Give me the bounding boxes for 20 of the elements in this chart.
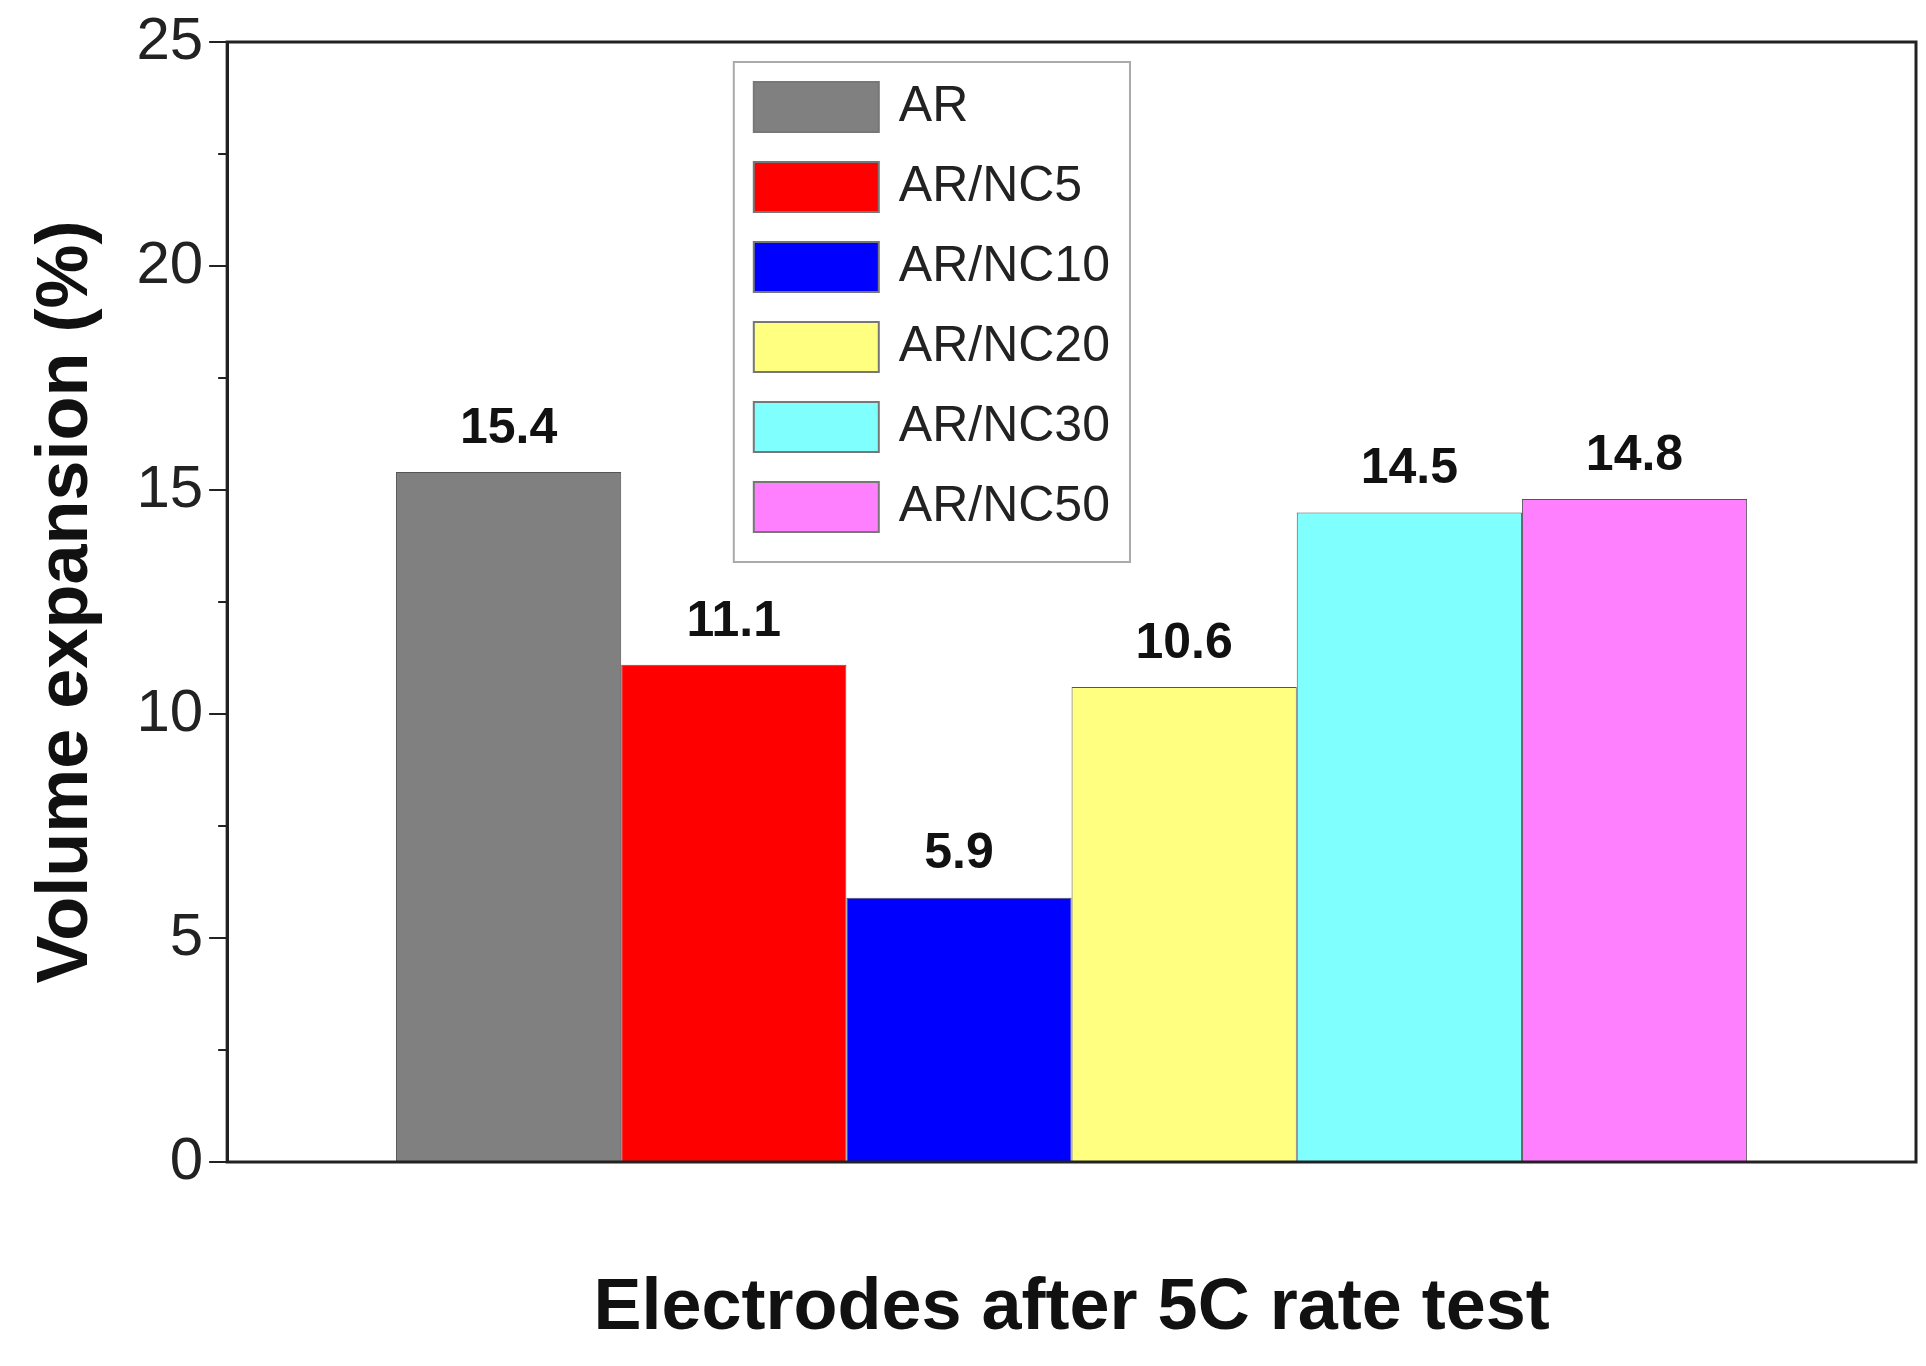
legend-label: AR/NC30: [898, 395, 1110, 452]
y-tick-label: 10: [136, 676, 204, 744]
y-tick-label: 25: [136, 4, 204, 72]
data-label: 11.1: [686, 590, 782, 647]
y-tick-label: 15: [136, 452, 204, 520]
y-tick-label: 5: [169, 900, 204, 968]
data-label: 14.8: [1585, 424, 1684, 481]
data-label: 14.5: [1360, 438, 1459, 495]
data-label: 10.6: [1135, 612, 1233, 669]
legend-label: AR/NC5: [898, 155, 1083, 212]
y-tick-label: 0: [169, 1124, 204, 1192]
legend-label: AR: [898, 75, 969, 132]
legend-label: AR/NC50: [898, 475, 1110, 532]
legend-label: AR/NC10: [898, 235, 1110, 292]
y-tick-label: 20: [136, 228, 204, 296]
x-axis-title: Electrodes after 5C rate test: [593, 1263, 1550, 1344]
data-label: 15.4: [459, 397, 558, 454]
y-axis-title: Volume expansion (%): [22, 220, 103, 984]
data-label: 5.9: [924, 823, 994, 880]
legend-label: AR/NC20: [898, 315, 1110, 372]
